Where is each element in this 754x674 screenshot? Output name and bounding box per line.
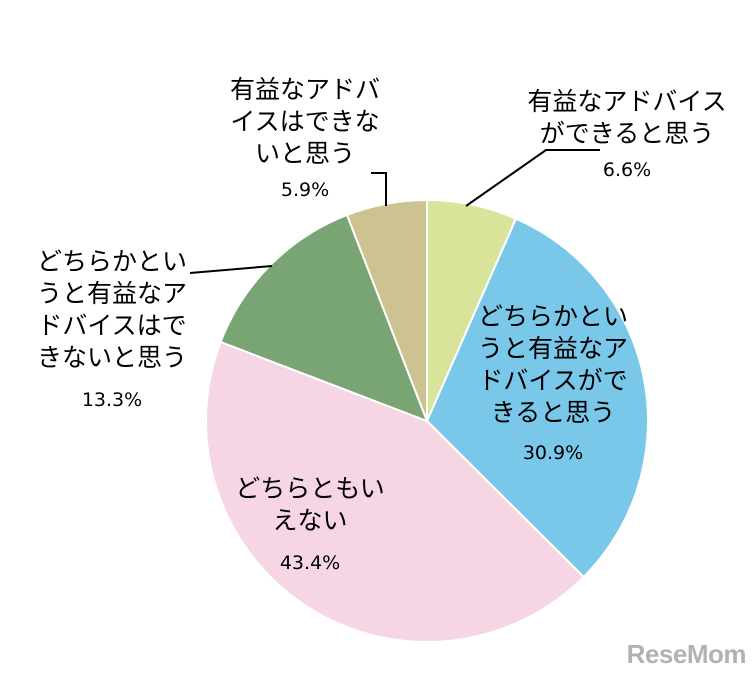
slice-percent-4: 13.3% — [82, 389, 142, 411]
slice-label-5-line-2: イスはできな — [230, 107, 379, 136]
resemom-logo: ReseMom — [626, 639, 747, 669]
slice-label-4-line-2: うと有益なア — [37, 279, 187, 308]
slice-label-2-line-1: どちらかとい — [478, 302, 628, 331]
slice-label-5-line-1: 有益なアドバ — [230, 75, 380, 104]
slice-label-4-line-1: どちらかとい — [37, 247, 187, 276]
slice-label-4-line-4: きないと思う — [37, 343, 187, 372]
slice-label-2-line-4: きると思う — [491, 398, 616, 427]
pie-slice-2 — [425, 217, 649, 579]
slice-label-5-line-3: いと思う — [255, 139, 355, 168]
slice-label-3-line-1: どちらともい — [235, 474, 385, 503]
slice-percent-5: 5.9% — [281, 179, 329, 201]
slice-label-2-line-3: ドバイスがで — [478, 366, 627, 395]
slice-labels: 有益なアドバイスができると思う6.6%どちらかというと有益なアドバイスができると… — [37, 75, 727, 574]
slice-label-1-line-1: 有益なアドバイス — [527, 87, 726, 116]
slice-label-3-line-2: えない — [272, 506, 347, 535]
slice-label-2-line-2: うと有益なア — [478, 334, 628, 363]
leader-line-5 — [371, 172, 387, 206]
slice-label-1-line-2: ができると思う — [540, 119, 715, 148]
leader-line-4 — [189, 265, 273, 274]
pie-slice-3 — [205, 340, 586, 643]
leader-lines — [189, 149, 600, 274]
leader-line-1 — [465, 149, 600, 207]
slice-percent-2: 30.9% — [523, 442, 583, 464]
slice-label-4-line-3: ドバイスはで — [37, 311, 186, 340]
slice-percent-3: 43.4% — [280, 552, 340, 574]
pie-slices — [205, 198, 649, 643]
slice-percent-1: 6.6% — [603, 159, 651, 181]
